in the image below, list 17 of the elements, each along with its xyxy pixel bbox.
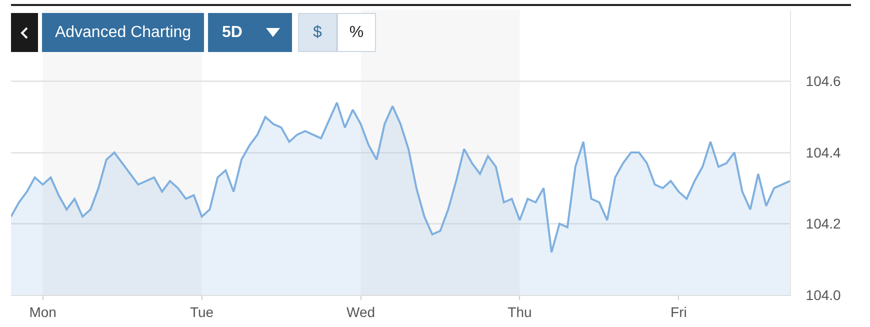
toggle-button: $ <box>298 13 337 52</box>
y-tick-label: 104.4 <box>806 144 842 160</box>
annotation: 5D <box>222 24 242 42</box>
text-button: Advanced Charting <box>42 13 204 52</box>
annotation: Advanced Charting <box>54 24 192 42</box>
annotation: % <box>349 24 364 42</box>
annotation: $ <box>313 24 322 42</box>
x-tick-label: Thu <box>508 304 532 320</box>
dropdown-button: 5D <box>208 13 292 52</box>
y-tick-label: 104.6 <box>806 73 842 90</box>
x-tick-label: Fri <box>670 304 687 320</box>
x-tick-label: Tue <box>190 304 214 320</box>
x-tick-label: Wed <box>346 304 376 320</box>
toggle-button: % <box>337 13 376 52</box>
y-tick-label: 104.0 <box>806 286 842 303</box>
y-tick-label: 104.2 <box>806 216 842 232</box>
x-tick-label: Mon <box>29 304 56 320</box>
